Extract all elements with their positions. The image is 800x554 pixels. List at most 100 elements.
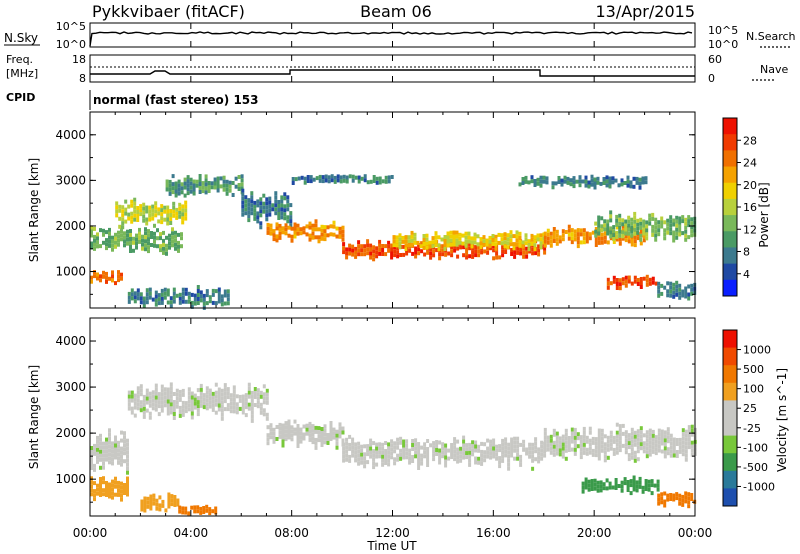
heatmap-cell bbox=[675, 232, 678, 236]
heatmap-cell bbox=[187, 187, 190, 191]
freq-label: Freq. bbox=[6, 53, 33, 66]
heatmap-cell bbox=[133, 206, 136, 210]
heatmap-cell bbox=[525, 180, 528, 184]
heatmap-cell bbox=[140, 300, 143, 304]
heatmap-cell bbox=[271, 207, 274, 211]
colorbar-segment bbox=[723, 330, 737, 348]
heatmap-cell bbox=[444, 456, 447, 460]
heatmap-cell bbox=[642, 220, 645, 224]
heatmap-cell bbox=[250, 207, 253, 211]
heatmap-cell bbox=[453, 243, 456, 247]
heatmap-cell bbox=[348, 244, 351, 248]
heatmap-cell bbox=[495, 453, 498, 457]
heatmap-cell bbox=[378, 442, 381, 446]
heatmap-cell bbox=[102, 271, 105, 275]
heatmap-cell bbox=[634, 243, 637, 247]
heatmap-cell bbox=[241, 189, 244, 193]
heatmap-cell bbox=[682, 448, 685, 452]
heatmap-cell bbox=[589, 439, 592, 443]
heatmap-cell bbox=[155, 291, 158, 295]
heatmap-cell bbox=[158, 412, 161, 416]
heatmap-cell bbox=[657, 294, 660, 298]
heatmap-cell bbox=[354, 247, 357, 251]
heatmap-cell bbox=[99, 228, 102, 232]
heatmap-cell bbox=[504, 441, 507, 445]
heatmap-cell bbox=[117, 274, 120, 278]
heatmap-cell bbox=[194, 298, 197, 302]
heatmap-cell bbox=[411, 455, 414, 459]
heatmap-cell bbox=[339, 422, 342, 426]
heatmap-cell bbox=[486, 439, 489, 443]
heatmap-cell bbox=[640, 281, 643, 285]
nsky-panel: N.Sky 10^5 10^0 10^5 10^0 N.Search bbox=[4, 20, 796, 51]
heatmap-cell bbox=[690, 497, 693, 501]
heatmap-cell bbox=[256, 199, 259, 203]
heatmap-cell bbox=[232, 181, 235, 185]
heatmap-cell bbox=[423, 450, 426, 454]
heatmap-cell bbox=[137, 406, 140, 410]
heatmap-cell bbox=[142, 219, 145, 223]
heatmap-cell bbox=[276, 234, 279, 238]
heatmap-cell bbox=[128, 292, 131, 296]
heatmap-cell bbox=[453, 239, 456, 243]
heatmap-cell bbox=[657, 228, 660, 232]
heatmap-cell bbox=[123, 235, 126, 239]
heatmap-cell bbox=[280, 195, 283, 199]
heatmap-cell bbox=[405, 235, 408, 239]
heatmap-cell bbox=[583, 443, 586, 447]
heatmap-cell bbox=[444, 243, 447, 247]
heatmap-cell bbox=[164, 288, 167, 292]
heatmap-cell bbox=[634, 451, 637, 455]
heatmap-cell bbox=[342, 443, 345, 447]
heatmap-cell bbox=[649, 437, 652, 441]
heatmap-cell bbox=[188, 407, 191, 411]
heatmap-cell bbox=[336, 430, 339, 434]
heatmap-cell bbox=[142, 211, 145, 215]
heatmap-cell bbox=[167, 412, 170, 416]
heatmap-cell bbox=[598, 237, 601, 241]
heatmap-cell bbox=[645, 180, 648, 184]
heatmap-cell bbox=[657, 484, 660, 488]
heatmap-cell bbox=[169, 209, 172, 213]
heatmap-cell bbox=[462, 444, 465, 448]
heatmap-cell bbox=[179, 297, 182, 301]
heatmap-cell bbox=[342, 246, 345, 250]
heatmap-cell bbox=[426, 242, 429, 246]
heatmap-cell bbox=[411, 439, 414, 443]
heatmap-cell bbox=[151, 213, 154, 217]
heatmap-cell bbox=[242, 403, 245, 407]
heatmap-cell bbox=[153, 224, 156, 228]
heatmap-cell bbox=[128, 296, 131, 300]
heatmap-cell bbox=[233, 409, 236, 413]
heatmap-cell bbox=[130, 216, 133, 220]
heatmap-cell bbox=[149, 495, 152, 499]
heatmap-cell bbox=[654, 238, 657, 242]
heatmap-cell bbox=[285, 421, 288, 425]
heatmap-cell bbox=[123, 435, 126, 439]
heatmap-cell bbox=[600, 228, 603, 232]
heatmap-cell bbox=[238, 187, 241, 191]
heatmap-cell bbox=[361, 177, 364, 181]
heatmap-cell bbox=[396, 235, 399, 239]
heatmap-cell bbox=[158, 404, 161, 408]
heatmap-cell bbox=[260, 411, 263, 415]
heatmap-cell bbox=[99, 442, 102, 446]
heatmap-cell bbox=[360, 445, 363, 449]
heatmap-cell bbox=[630, 230, 633, 234]
heatmap-cell bbox=[312, 236, 315, 240]
heatmap-cell bbox=[666, 227, 669, 231]
heatmap-cell bbox=[651, 225, 654, 229]
heatmap-cell bbox=[444, 464, 447, 468]
heatmap-cell bbox=[633, 232, 636, 236]
heatmap-cell bbox=[319, 179, 322, 183]
heatmap-cell bbox=[672, 295, 675, 299]
heatmap-cell bbox=[321, 439, 324, 443]
heatmap-cell bbox=[552, 181, 555, 185]
heatmap-cell bbox=[321, 443, 324, 447]
heatmap-cell bbox=[585, 478, 588, 482]
heatmap-cell bbox=[301, 176, 304, 180]
heatmap-cell bbox=[522, 251, 525, 255]
heatmap-cell bbox=[179, 398, 182, 402]
heatmap-cell bbox=[184, 507, 187, 511]
heatmap-cell bbox=[646, 450, 649, 454]
